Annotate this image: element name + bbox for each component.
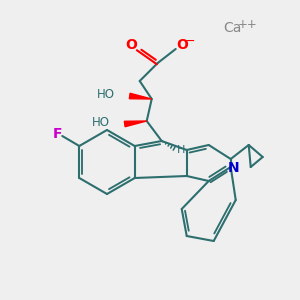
Text: N: N (228, 161, 239, 175)
Text: O: O (125, 38, 137, 52)
Text: ++: ++ (238, 17, 258, 31)
Text: HO: HO (97, 88, 115, 100)
Polygon shape (129, 93, 152, 99)
Text: H: H (176, 145, 185, 155)
Text: HO: HO (92, 116, 110, 128)
Text: −: − (184, 34, 195, 47)
Polygon shape (124, 121, 147, 127)
Text: O: O (176, 38, 188, 52)
Text: F: F (52, 127, 62, 141)
Text: Ca: Ca (223, 21, 241, 35)
